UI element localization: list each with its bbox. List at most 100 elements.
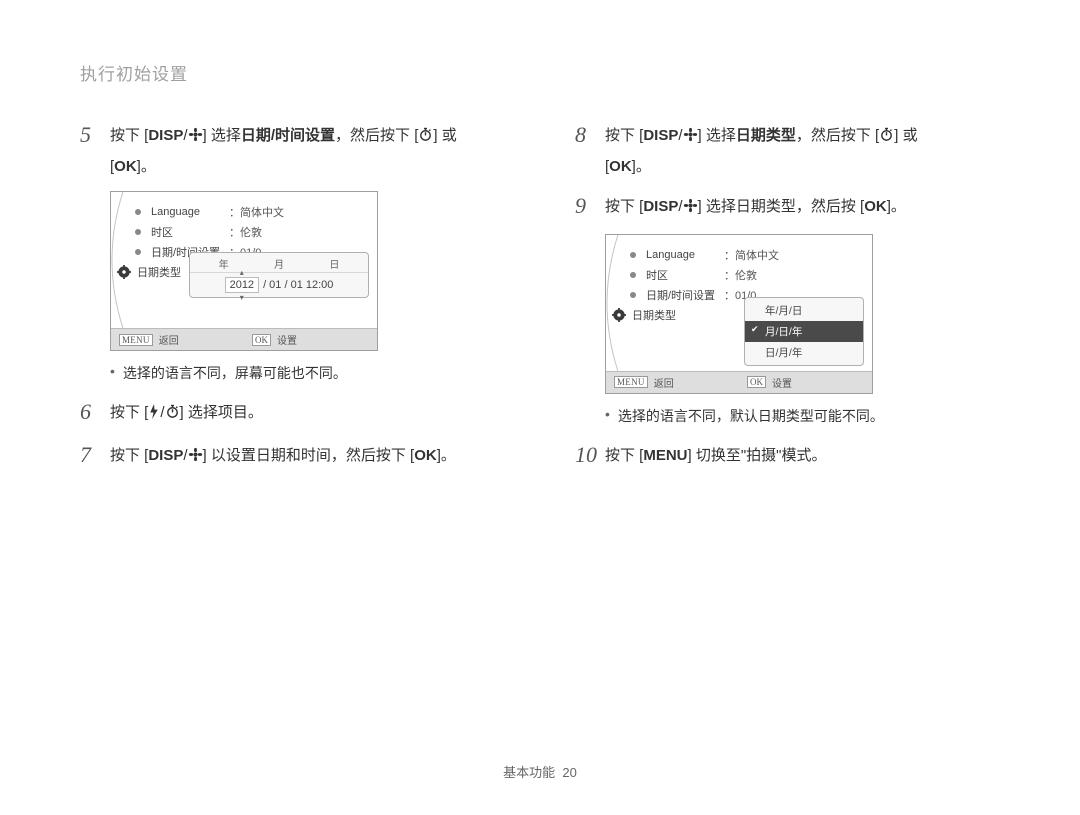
step-text: 按下 [MENU] 切换至"拍摄"模式。 <box>605 440 1000 471</box>
gear-icon <box>612 308 626 322</box>
step-text: 按下 [DISP/] 选择日期类型，然后按下 [] 或 [OK]。 <box>605 120 1000 181</box>
menu-label: 时区 <box>646 267 724 283</box>
menu-row-language: Language ：简体中文 <box>135 202 284 222</box>
t: ]。 <box>632 158 651 175</box>
bold-target: 日期/时间设置 <box>241 127 335 144</box>
footer-set-label: 设置 <box>277 332 297 347</box>
t: 按下 [ <box>605 127 643 144</box>
right-column: 8 按下 [DISP/] 选择日期类型，然后按下 [] 或 [OK]。 9 按下… <box>575 120 1000 482</box>
screen-footer: MENU 返回 OK 设置 <box>111 328 377 350</box>
t: ]。 <box>887 198 906 215</box>
ok-icon: OK <box>252 334 271 346</box>
step-number: 7 <box>80 440 102 473</box>
step-number: 9 <box>575 191 597 224</box>
t: ]。 <box>137 158 156 175</box>
step-text: 按下 [DISP/] 选择日期/时间设置，然后按下 [] 或 [OK]。 <box>110 120 505 181</box>
step-5: 5 按下 [DISP/] 选择日期/时间设置，然后按下 [] 或 [OK]。 <box>80 120 505 181</box>
note-9: • 选择的语言不同，默认日期类型可能不同。 <box>605 406 1000 426</box>
t: ] 选择 <box>203 127 241 144</box>
footer-back: MENU 返回 <box>111 329 244 350</box>
step-number: 6 <box>80 397 102 430</box>
camera-screen-datetime: Language ：简体中文 时区 ：伦敦 日期/时间设置 ：01/0… <box>110 191 378 351</box>
menu-row-language: Language ：简体中文 <box>630 245 779 265</box>
row-dot-icon <box>135 209 141 215</box>
footer-back-label: 返回 <box>159 332 179 347</box>
t: ] 以设置日期和时间，然后按下 [ <box>203 447 415 464</box>
footer-back-label: 返回 <box>654 375 674 390</box>
t: ]。 <box>437 447 456 464</box>
step-text: 按下 [DISP/] 选择日期类型，然后按 [OK]。 <box>605 191 1000 224</box>
t: 按下 [ <box>605 447 643 464</box>
menu-label: 时区 <box>151 224 229 240</box>
row-dot-icon <box>630 252 636 258</box>
key-menu: MENU <box>643 447 687 464</box>
menu-row-timezone: 时区 ：伦敦 <box>135 222 284 242</box>
t: ，然后按下 [ <box>335 127 418 144</box>
t: ] 或 <box>894 127 917 144</box>
menu-icon: MENU <box>119 334 153 346</box>
flash-icon <box>148 401 160 430</box>
page-footer: 基本功能 20 <box>0 762 1080 781</box>
footer-set: OK 设置 <box>244 329 377 350</box>
date-type-option[interactable]: 日/月/年 <box>745 342 863 363</box>
row-dot-icon <box>630 272 636 278</box>
year-value: 2012 <box>230 279 254 291</box>
footer-back: MENU 返回 <box>606 372 739 393</box>
t: ，然后按下 [ <box>796 127 879 144</box>
flower-icon <box>683 124 698 153</box>
menu-value: ：伦敦 <box>724 267 757 283</box>
chevron-up-icon: ▴ <box>240 268 244 277</box>
bullet-dot-icon: • <box>605 406 610 426</box>
step-text: 按下 [/] 选择项目。 <box>110 397 505 430</box>
hdr-month: 月 <box>274 256 284 271</box>
footer-set-label: 设置 <box>772 375 792 390</box>
key-disp: DISP <box>148 447 183 464</box>
step-number: 5 <box>80 120 102 181</box>
t: 按下 [ <box>605 198 643 215</box>
t: ] 或 <box>433 127 456 144</box>
screen-footer: MENU 返回 OK 设置 <box>606 371 872 393</box>
step-number: 10 <box>575 440 597 471</box>
date-type-option[interactable]: 年/月/日 <box>745 300 863 321</box>
date-edit-panel: 年 月 日 ▴ 2012 ▾ / 01 / 01 12:00 <box>189 252 369 298</box>
footer-set: OK 设置 <box>739 372 872 393</box>
hdr-year: 年 <box>219 256 229 271</box>
t: ] 选择日期类型，然后按 [ <box>698 198 865 215</box>
t: ] 选择项目。 <box>180 404 263 421</box>
step-text: 按下 [DISP/] 以设置日期和时间，然后按下 [OK]。 <box>110 440 505 473</box>
date-values: ▴ 2012 ▾ / 01 / 01 12:00 <box>190 273 368 297</box>
timer-icon <box>879 124 894 153</box>
t: ] 切换至"拍摄"模式。 <box>688 447 827 464</box>
menu-icon: MENU <box>614 376 648 388</box>
menu-value: ：简体中文 <box>724 247 779 263</box>
menu-label: 日期类型 <box>632 307 710 323</box>
key-ok: OK <box>864 198 887 215</box>
date-type-option-selected[interactable]: 月/日/年 <box>745 321 863 342</box>
key-disp: DISP <box>643 198 678 215</box>
key-ok: OK <box>414 447 437 464</box>
timer-icon <box>418 124 433 153</box>
footer-section: 基本功能 <box>503 765 555 780</box>
menu-value: ：伦敦 <box>229 224 262 240</box>
flower-icon <box>188 444 203 473</box>
content-columns: 5 按下 [DISP/] 选择日期/时间设置，然后按下 [] 或 [OK]。 L… <box>80 120 1000 482</box>
ok-icon: OK <box>747 376 766 388</box>
gear-icon <box>117 265 131 279</box>
note-text: 选择的语言不同，默认日期类型可能不同。 <box>618 406 884 426</box>
chevron-down-icon: ▾ <box>240 293 244 302</box>
step-6: 6 按下 [/] 选择项目。 <box>80 397 505 430</box>
row-dot-icon <box>135 229 141 235</box>
row-dot-icon <box>630 292 636 298</box>
bullet-dot-icon: • <box>110 363 115 383</box>
key-ok: OK <box>609 158 632 175</box>
key-disp: DISP <box>643 127 678 144</box>
timer-icon <box>165 401 180 430</box>
flower-icon <box>683 195 698 224</box>
step-10: 10 按下 [MENU] 切换至"拍摄"模式。 <box>575 440 1000 471</box>
step-7: 7 按下 [DISP/] 以设置日期和时间，然后按下 [OK]。 <box>80 440 505 473</box>
t: 按下 [ <box>110 447 148 464</box>
left-column: 5 按下 [DISP/] 选择日期/时间设置，然后按下 [] 或 [OK]。 L… <box>80 120 505 482</box>
date-type-panel: 年/月/日 月/日/年 日/月/年 <box>744 297 864 366</box>
year-segment[interactable]: ▴ 2012 ▾ <box>225 277 259 293</box>
step-number: 8 <box>575 120 597 181</box>
